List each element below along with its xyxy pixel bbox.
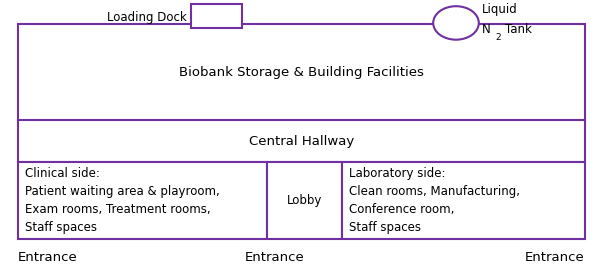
Ellipse shape [433, 6, 479, 40]
Text: Loading Dock: Loading Dock [107, 11, 187, 24]
Text: Biobank Storage & Building Facilities: Biobank Storage & Building Facilities [179, 66, 424, 79]
Text: Lobby: Lobby [287, 194, 322, 207]
Text: Entrance: Entrance [244, 251, 304, 264]
Bar [18, 162, 267, 239]
Text: Entrance: Entrance [18, 251, 78, 264]
Bar [191, 4, 242, 28]
Text: 2: 2 [495, 33, 500, 42]
Bar [18, 120, 585, 162]
Bar [18, 24, 585, 122]
Text: Clinical side:
Patient waiting area & playroom,
Exam rooms, Treatment rooms,
Sta: Clinical side: Patient waiting area & pl… [25, 167, 220, 234]
Text: Liquid: Liquid [482, 3, 518, 16]
Bar [267, 162, 342, 239]
Text: Entrance: Entrance [525, 251, 585, 264]
Text: Laboratory side:
Clean rooms, Manufacturing,
Conference room,
Staff spaces: Laboratory side: Clean rooms, Manufactur… [349, 167, 520, 234]
Text: Central Hallway: Central Hallway [249, 134, 354, 148]
Text: N: N [482, 23, 491, 36]
Bar [342, 162, 585, 239]
Text: Tank: Tank [505, 23, 532, 36]
